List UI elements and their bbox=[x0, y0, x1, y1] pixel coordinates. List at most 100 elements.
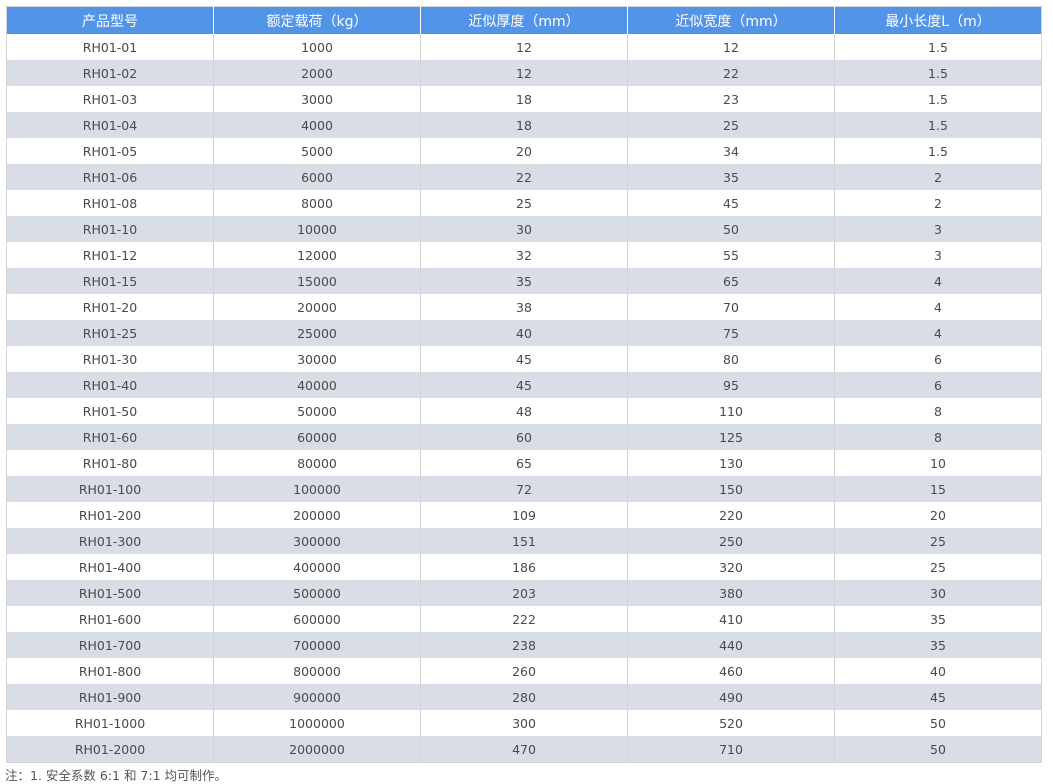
table-cell: 1.5 bbox=[834, 112, 1042, 138]
table-row: RH01-15 15000 35 65 4 bbox=[6, 268, 1042, 294]
table-cell: RH01-60 bbox=[6, 424, 214, 450]
table-row: RH01-2000 2000000 470 710 50 bbox=[6, 736, 1042, 763]
table-cell: 20 bbox=[834, 502, 1042, 528]
table-cell: 1000 bbox=[213, 34, 421, 60]
table-cell: 70 bbox=[627, 294, 835, 320]
column-header: 近似宽度（mm） bbox=[627, 6, 835, 34]
table-row: RH01-1000 1000000 300 520 50 bbox=[6, 710, 1042, 736]
table-cell: 800000 bbox=[213, 658, 421, 684]
header-row: 产品型号 额定载荷（kg） 近似厚度（mm） 近似宽度（mm） 最小长度L（m） bbox=[6, 6, 1042, 34]
table-cell: 12 bbox=[420, 34, 628, 60]
table-row: RH01-06 6000 22 35 2 bbox=[6, 164, 1042, 190]
table-cell: RH01-04 bbox=[6, 112, 214, 138]
table-cell: 1000000 bbox=[213, 710, 421, 736]
table-cell: 130 bbox=[627, 450, 835, 476]
table-cell: RH01-25 bbox=[6, 320, 214, 346]
table-cell: 34 bbox=[627, 138, 835, 164]
table-cell: 220 bbox=[627, 502, 835, 528]
table-cell: 8 bbox=[834, 424, 1042, 450]
table-cell: 1.5 bbox=[834, 138, 1042, 164]
table-row: RH01-400 400000 186 320 25 bbox=[6, 554, 1042, 580]
table-cell: 3 bbox=[834, 216, 1042, 242]
table-cell: 15 bbox=[834, 476, 1042, 502]
table-cell: 25000 bbox=[213, 320, 421, 346]
table-cell: 8000 bbox=[213, 190, 421, 216]
table-cell: 203 bbox=[420, 580, 628, 606]
table-cell: 30000 bbox=[213, 346, 421, 372]
table-cell: 8 bbox=[834, 398, 1042, 424]
table-cell: 25 bbox=[834, 528, 1042, 554]
table-cell: 4000 bbox=[213, 112, 421, 138]
table-cell: 710 bbox=[627, 736, 835, 763]
table-cell: 300 bbox=[420, 710, 628, 736]
table-cell: 75 bbox=[627, 320, 835, 346]
table-row: RH01-01 1000 12 12 1.5 bbox=[6, 34, 1042, 60]
table-cell: RH01-02 bbox=[6, 60, 214, 86]
table-cell: 50 bbox=[834, 710, 1042, 736]
column-header: 产品型号 bbox=[6, 6, 214, 34]
table-cell: 65 bbox=[627, 268, 835, 294]
table-cell: 151 bbox=[420, 528, 628, 554]
table-cell: 125 bbox=[627, 424, 835, 450]
table-cell: 48 bbox=[420, 398, 628, 424]
table-cell: RH01-400 bbox=[6, 554, 214, 580]
table-cell: 18 bbox=[420, 86, 628, 112]
table-cell: 12 bbox=[627, 34, 835, 60]
table-row: RH01-300 300000 151 250 25 bbox=[6, 528, 1042, 554]
table-cell: 1.5 bbox=[834, 34, 1042, 60]
table-cell: RH01-03 bbox=[6, 86, 214, 112]
table-cell: 25 bbox=[834, 554, 1042, 580]
table-cell: 20000 bbox=[213, 294, 421, 320]
table-cell: RH01-05 bbox=[6, 138, 214, 164]
table-cell: 35 bbox=[420, 268, 628, 294]
table-cell: RH01-100 bbox=[6, 476, 214, 502]
table-row: RH01-200 200000 109 220 20 bbox=[6, 502, 1042, 528]
table-row: RH01-02 2000 12 22 1.5 bbox=[6, 60, 1042, 86]
table-row: RH01-03 3000 18 23 1.5 bbox=[6, 86, 1042, 112]
table-cell: 150 bbox=[627, 476, 835, 502]
table-cell: 80 bbox=[627, 346, 835, 372]
table-cell: RH01-01 bbox=[6, 34, 214, 60]
table-row: RH01-05 5000 20 34 1.5 bbox=[6, 138, 1042, 164]
table-cell: RH01-900 bbox=[6, 684, 214, 710]
table-cell: RH01-500 bbox=[6, 580, 214, 606]
table-cell: 30 bbox=[420, 216, 628, 242]
table-row: RH01-08 8000 25 45 2 bbox=[6, 190, 1042, 216]
table-cell: 4 bbox=[834, 268, 1042, 294]
table-cell: 35 bbox=[834, 632, 1042, 658]
table-cell: 1.5 bbox=[834, 86, 1042, 112]
table-cell: 65 bbox=[420, 450, 628, 476]
table-cell: 2000000 bbox=[213, 736, 421, 763]
table-cell: RH01-06 bbox=[6, 164, 214, 190]
table-cell: 490 bbox=[627, 684, 835, 710]
table-cell: 222 bbox=[420, 606, 628, 632]
table-cell: 110 bbox=[627, 398, 835, 424]
table-cell: 72 bbox=[420, 476, 628, 502]
table-cell: RH01-30 bbox=[6, 346, 214, 372]
table-cell: 38 bbox=[420, 294, 628, 320]
table-cell: 2 bbox=[834, 164, 1042, 190]
spec-table: 产品型号 额定载荷（kg） 近似厚度（mm） 近似宽度（mm） 最小长度L（m） RH0… bbox=[6, 6, 1042, 763]
table-row: RH01-20 20000 38 70 4 bbox=[6, 294, 1042, 320]
table-row: RH01-900 900000 280 490 45 bbox=[6, 684, 1042, 710]
table-cell: 109 bbox=[420, 502, 628, 528]
table-cell: 35 bbox=[627, 164, 835, 190]
table-cell: RH01-800 bbox=[6, 658, 214, 684]
table-cell: RH01-700 bbox=[6, 632, 214, 658]
table-cell: 440 bbox=[627, 632, 835, 658]
table-cell: 410 bbox=[627, 606, 835, 632]
table-cell: 200000 bbox=[213, 502, 421, 528]
table-cell: 55 bbox=[627, 242, 835, 268]
table-cell: 50000 bbox=[213, 398, 421, 424]
table-row: RH01-800 800000 260 460 40 bbox=[6, 658, 1042, 684]
table-cell: RH01-80 bbox=[6, 450, 214, 476]
table-cell: RH01-50 bbox=[6, 398, 214, 424]
table-cell: RH01-300 bbox=[6, 528, 214, 554]
footnote: 注：1. 安全系数 6:1 和 7:1 均可制作。 bbox=[5, 768, 228, 783]
table-cell: 40 bbox=[420, 320, 628, 346]
table-cell: 500000 bbox=[213, 580, 421, 606]
table-cell: 45 bbox=[420, 372, 628, 398]
table-cell: 3 bbox=[834, 242, 1042, 268]
table-cell: 280 bbox=[420, 684, 628, 710]
table-cell: RH01-1000 bbox=[6, 710, 214, 736]
